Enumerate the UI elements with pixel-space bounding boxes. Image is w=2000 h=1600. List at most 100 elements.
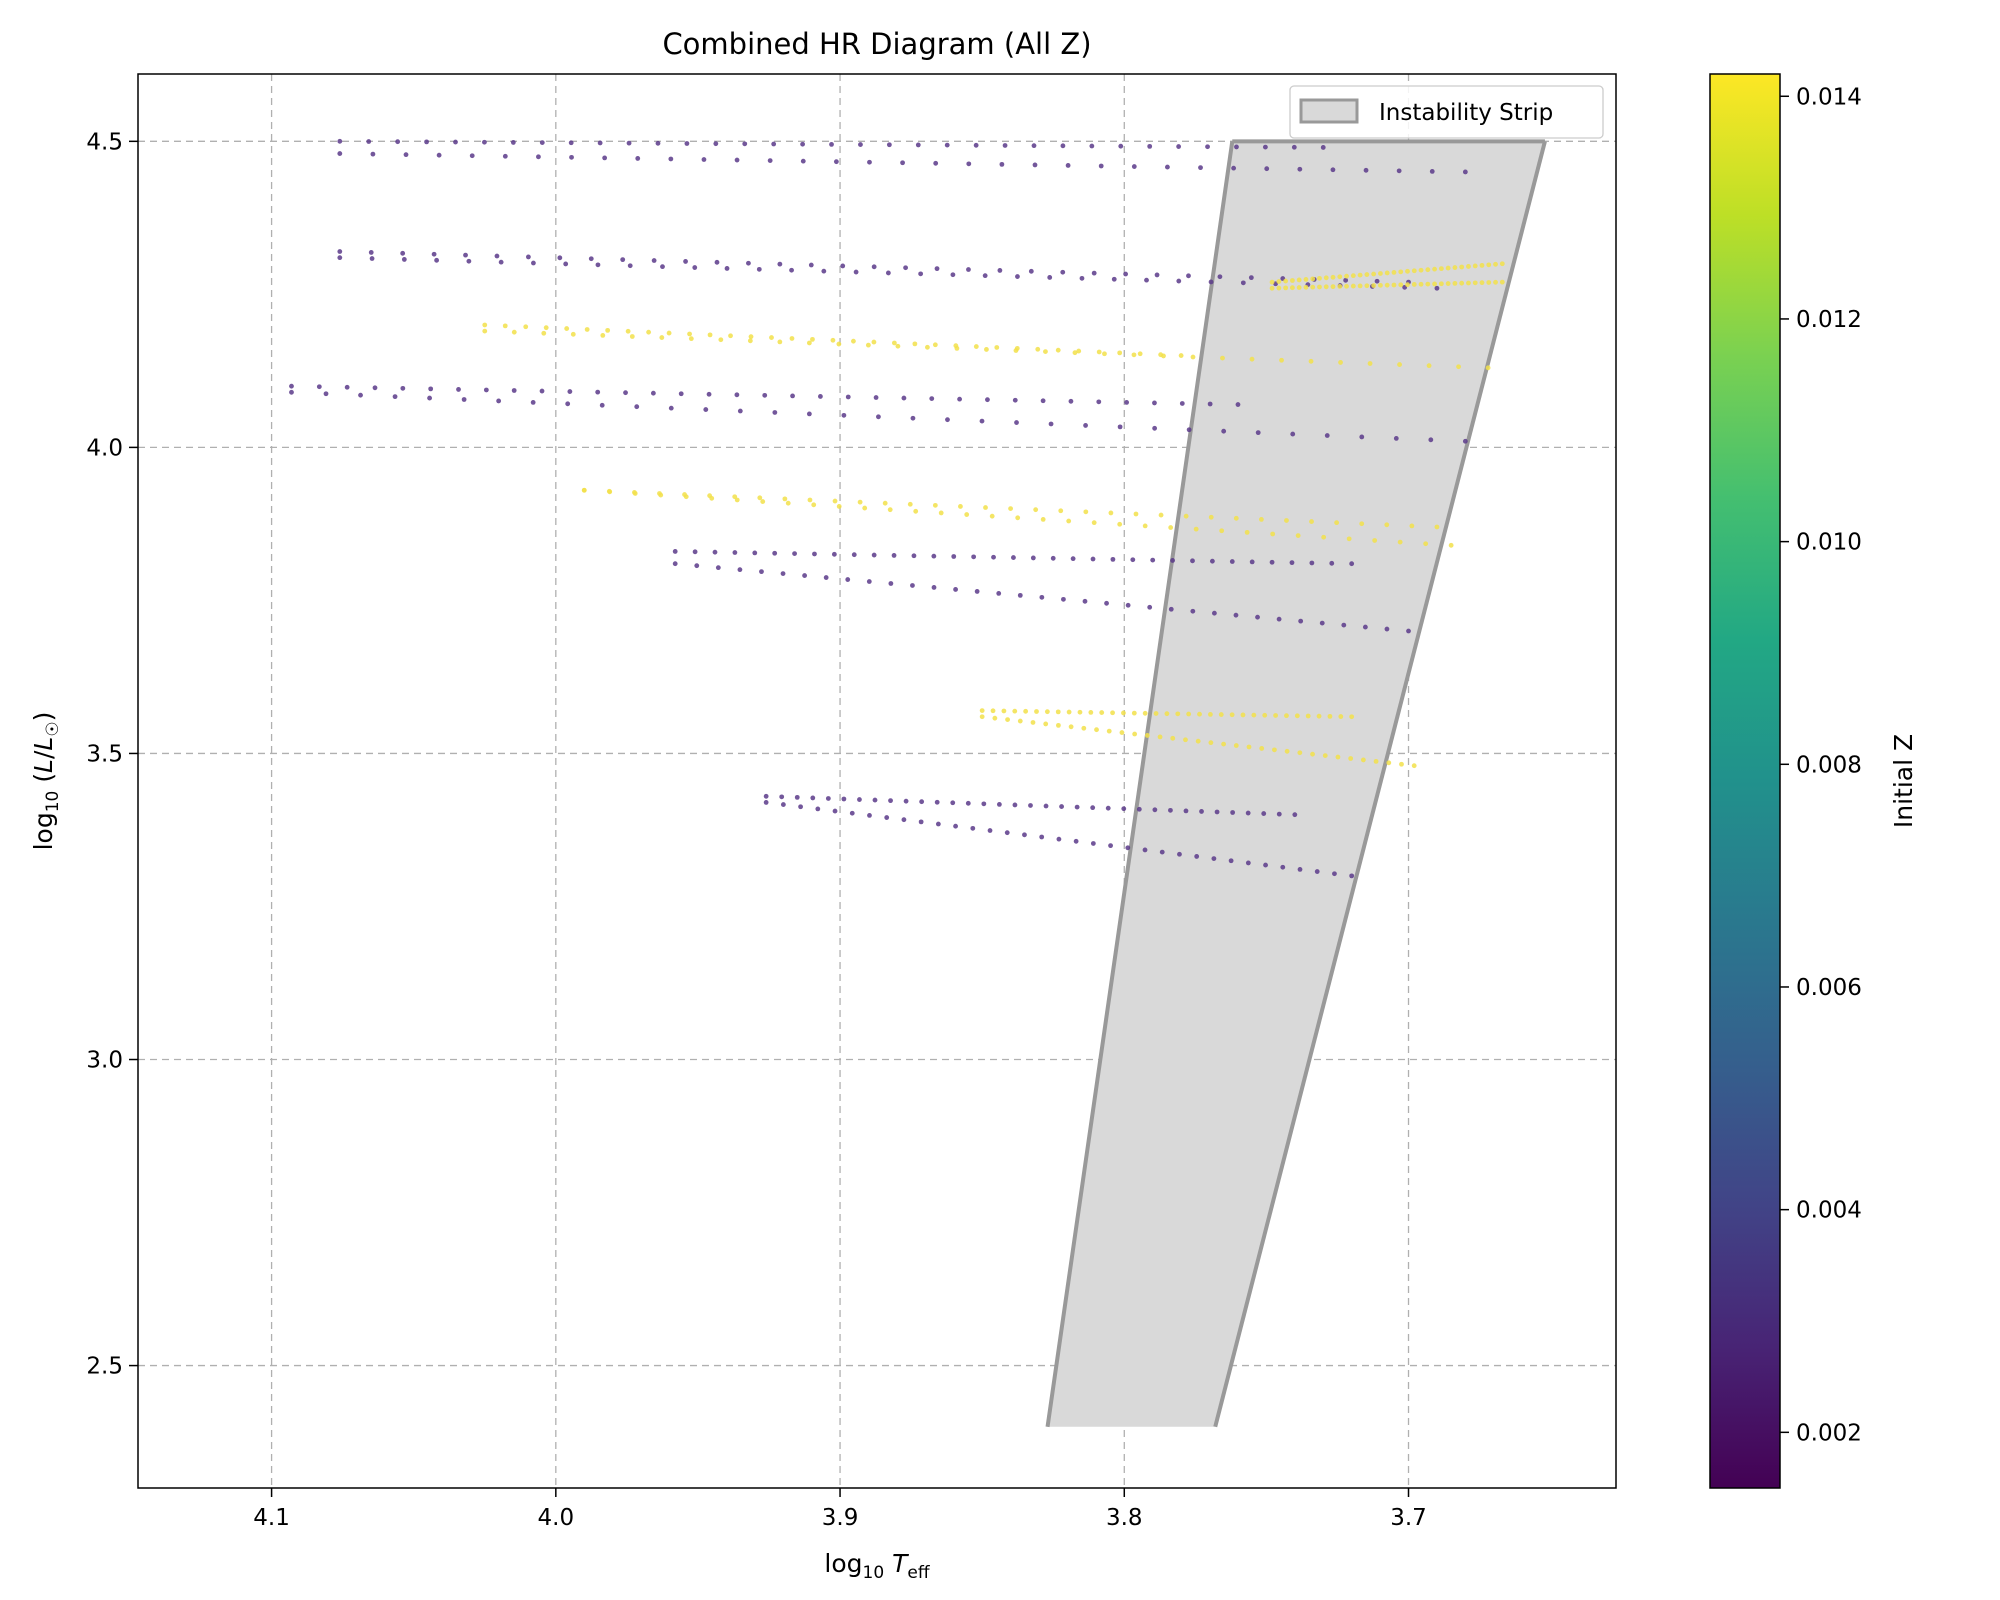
track-point — [672, 561, 678, 567]
track-point — [832, 808, 838, 814]
track-point — [1384, 522, 1390, 528]
track-point — [1088, 710, 1094, 715]
x-axis-label-sub10: 10 — [863, 1563, 885, 1583]
track-point — [1289, 560, 1295, 566]
track-point — [1190, 558, 1195, 564]
track-point — [1208, 279, 1214, 285]
track-point — [1147, 143, 1153, 149]
track-point — [756, 266, 762, 272]
track-point — [1056, 722, 1061, 728]
track-point — [867, 159, 872, 165]
track-point — [1240, 712, 1246, 718]
track-point — [763, 800, 769, 805]
track-point — [531, 260, 536, 266]
legend-label: Instability Strip — [1379, 100, 1553, 126]
x-tick-label: 4.0 — [538, 1505, 575, 1531]
track-point — [1364, 272, 1370, 277]
track-point — [289, 389, 294, 395]
track-point — [1170, 558, 1175, 563]
track-point — [1144, 733, 1150, 738]
legend: Instability Strip — [1289, 85, 1604, 139]
track-point — [1091, 520, 1097, 526]
track-point — [1055, 347, 1061, 353]
y-axis-label-lsun: L — [29, 737, 58, 751]
track-point — [1106, 728, 1112, 734]
track-point — [687, 331, 692, 337]
track-point — [979, 418, 985, 424]
track-point — [981, 801, 987, 807]
track-point — [1261, 811, 1267, 816]
track-point — [1090, 805, 1096, 811]
track-point — [1251, 712, 1257, 718]
track-point — [1048, 421, 1054, 427]
track-point — [944, 142, 950, 148]
track-point — [1327, 713, 1333, 719]
track-point — [732, 494, 738, 500]
y-axis-label-log: log — [29, 812, 58, 850]
track-point — [1405, 268, 1410, 274]
instability-strip — [1045, 139, 1547, 1428]
track-point — [1208, 740, 1214, 746]
track-point — [1486, 262, 1492, 268]
track-point — [1349, 561, 1355, 567]
track-point — [862, 505, 868, 511]
track-point — [933, 160, 939, 166]
track-point — [1229, 559, 1235, 564]
track-point — [1190, 608, 1196, 614]
track-point — [1448, 542, 1454, 548]
track-point — [1391, 269, 1397, 275]
track-point — [1276, 285, 1282, 291]
track-point — [999, 161, 1005, 167]
colorbar-ticks: 0.002 0.004 0.006 0.008 0.010 0.012 0.014 — [1780, 84, 1862, 1446]
track-point — [1108, 843, 1113, 849]
track-point — [853, 269, 859, 275]
track-point — [1258, 517, 1264, 522]
track-point — [1131, 352, 1137, 358]
track-point — [1386, 760, 1392, 766]
track-point — [800, 141, 805, 147]
colorbar-tick-label: 0.004 — [1796, 1198, 1862, 1224]
track-point — [769, 335, 774, 340]
track-point — [1334, 520, 1340, 526]
track-point — [1319, 620, 1325, 626]
track-point — [821, 268, 827, 274]
track-point — [1323, 284, 1329, 290]
x-axis-label-subeff: eff — [907, 1563, 930, 1583]
track-point — [1074, 804, 1080, 810]
colorbar-tick-label: 0.010 — [1796, 530, 1862, 556]
track-point — [857, 499, 863, 505]
track-point — [1164, 711, 1170, 717]
track-point — [1230, 810, 1236, 815]
track-point — [970, 825, 976, 831]
track-point — [1297, 866, 1303, 872]
track-point — [496, 398, 502, 404]
track-point — [1359, 521, 1365, 527]
track-point — [541, 330, 547, 336]
track-point — [715, 565, 721, 571]
track-point — [1362, 624, 1368, 630]
track-point — [867, 812, 872, 818]
track-point — [1349, 714, 1355, 720]
track-point — [1065, 163, 1071, 168]
track-point — [1124, 399, 1130, 405]
y-axis-label-sun: ☉ — [43, 721, 63, 736]
track-point — [482, 139, 487, 145]
track-point — [1280, 864, 1286, 870]
track-point — [1423, 541, 1429, 547]
track-point — [1028, 268, 1034, 274]
track-point — [911, 553, 917, 559]
track-point — [836, 504, 842, 509]
track-point — [316, 384, 322, 390]
track-point — [1132, 731, 1138, 737]
track-point — [987, 828, 993, 833]
track-point — [688, 336, 694, 342]
track-point — [1284, 713, 1289, 719]
track-point — [1121, 710, 1126, 716]
track-point — [1399, 761, 1404, 767]
track-point — [692, 265, 698, 270]
track-point — [605, 327, 611, 333]
x-axis-label-t: T — [884, 1549, 909, 1578]
track-point — [931, 585, 937, 590]
track-point — [510, 140, 516, 145]
track-point — [935, 821, 941, 827]
